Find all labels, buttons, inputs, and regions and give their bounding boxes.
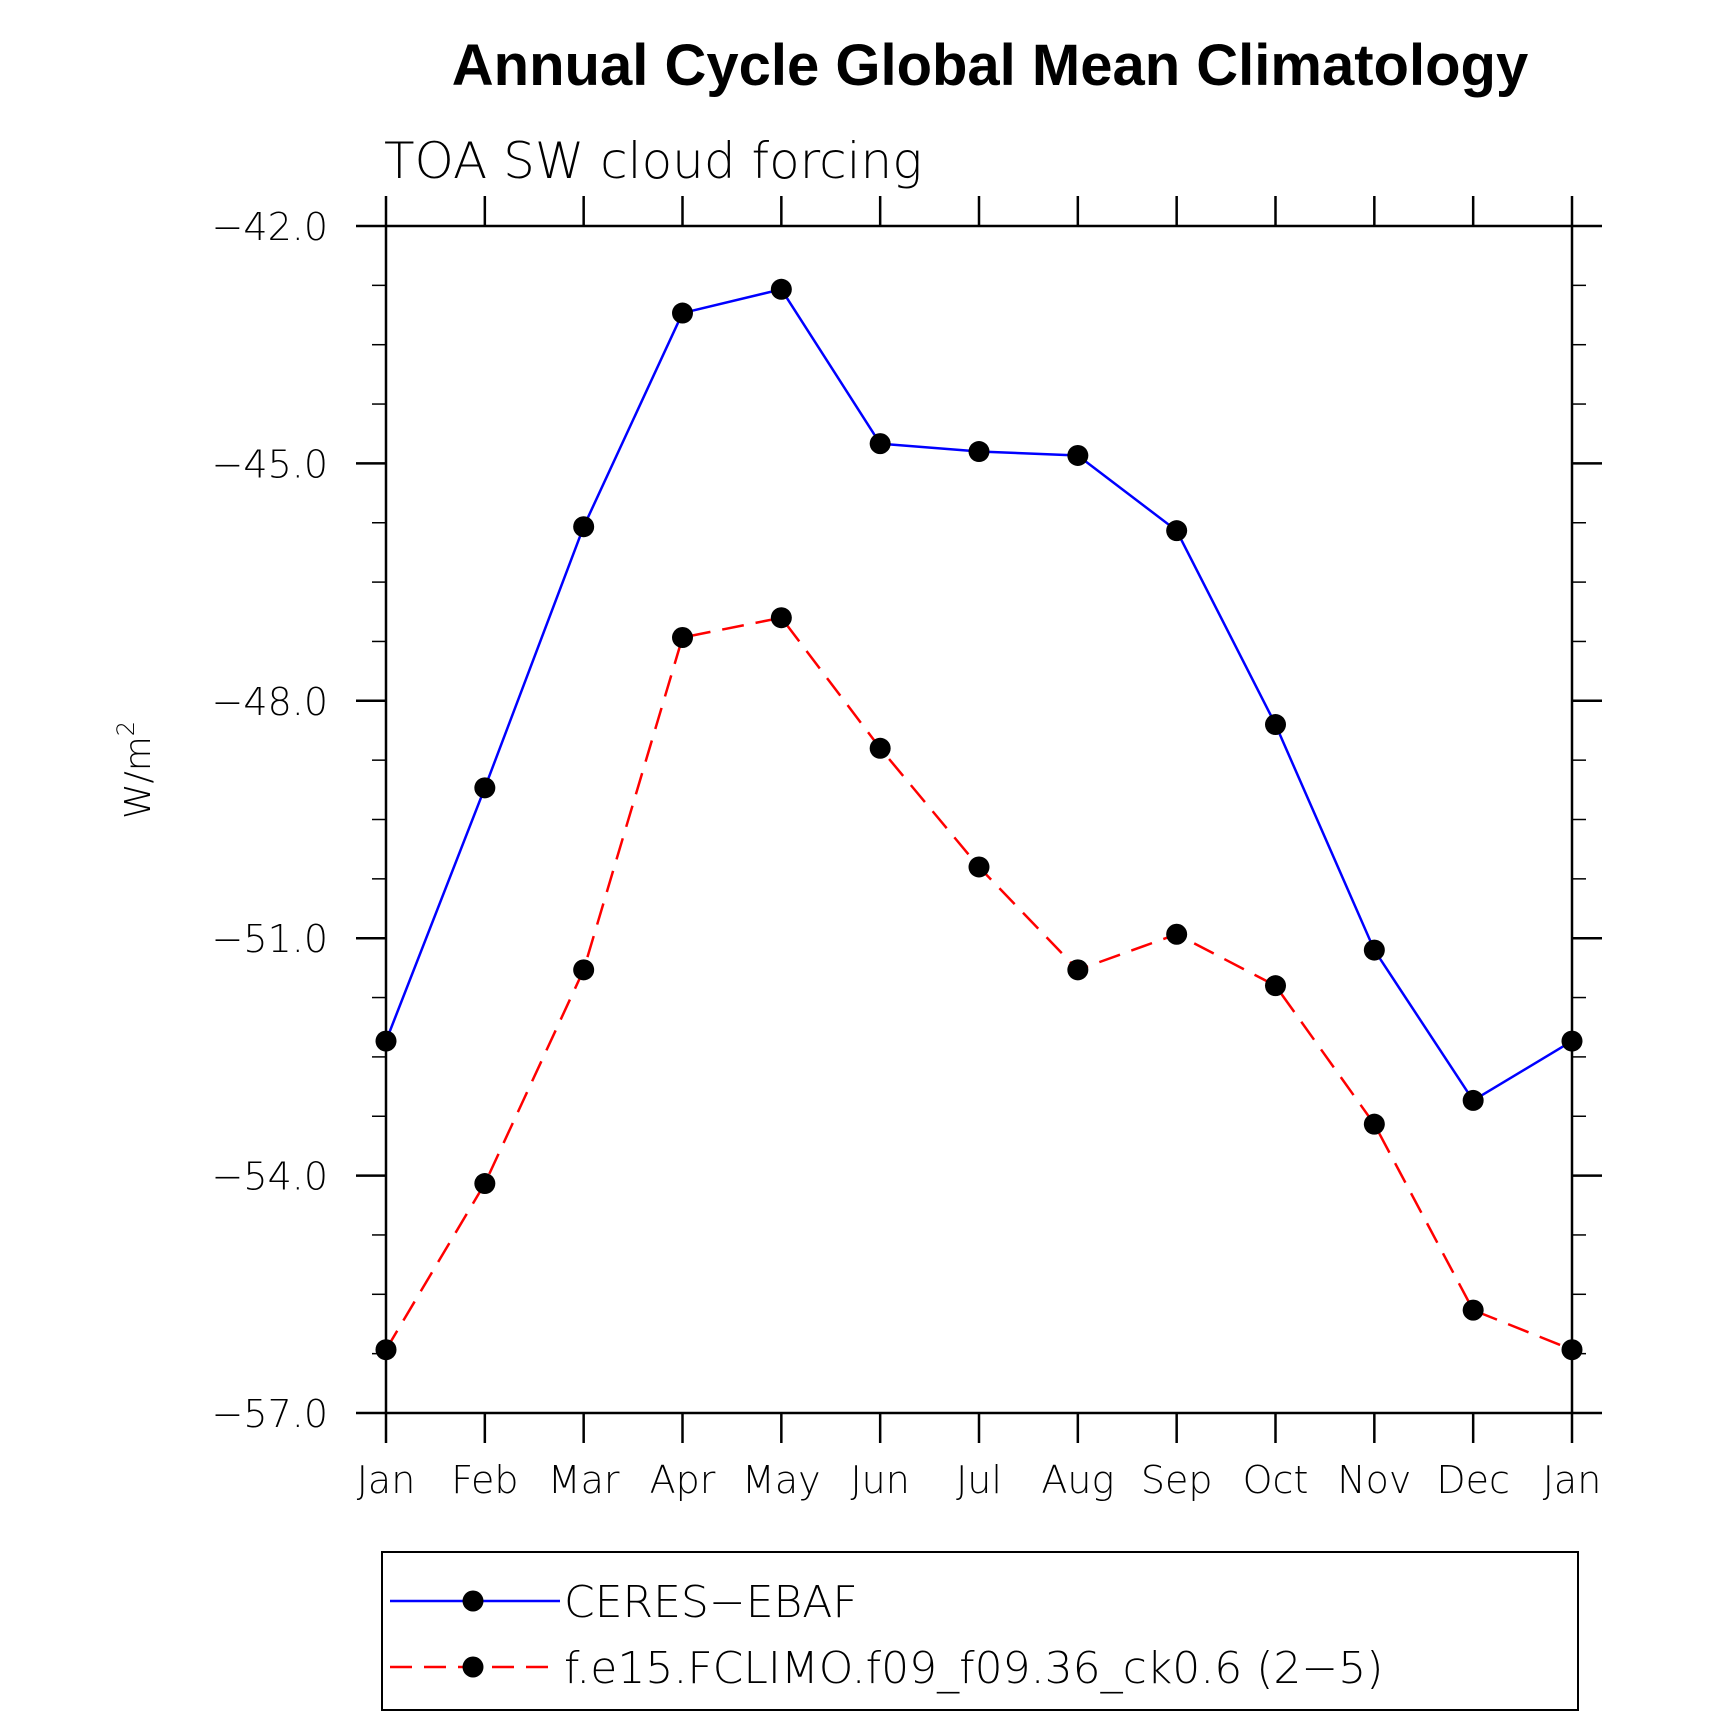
legend-box (381, 1551, 1579, 1711)
x-tick-label: Oct (1243, 1458, 1309, 1502)
data-point (1067, 959, 1089, 981)
data-point (869, 737, 891, 759)
y-axis: −42.0 −45.0 −48.0 −51.0 −54.0 −57.0 (212, 205, 1602, 1436)
data-point (1067, 444, 1089, 466)
series-line-1 (384, 287, 1573, 1103)
x-axis: Jan Feb Mar Apr May Jun Jul Aug Sep Oct Nov Dec Jan (357, 196, 1602, 1502)
legend: CERES−EBAF f.e15.FCLIMO.f09_f09.36_ck0.6 … (381, 1551, 1579, 1711)
data-point (573, 516, 595, 538)
plot-area (384, 224, 1574, 1415)
data-point (1462, 1299, 1484, 1321)
x-tick-label: Feb (451, 1458, 518, 1502)
x-tick-label: Mar (548, 1458, 620, 1502)
data-point (573, 959, 595, 981)
data-point (375, 1339, 397, 1361)
x-tick-label: Nov (1337, 1458, 1411, 1502)
data-point (1561, 1339, 1583, 1361)
legend-marker-2 (462, 1656, 484, 1678)
x-tick-label: May (742, 1458, 821, 1502)
x-tick-label: Apr (650, 1458, 716, 1502)
data-point (1561, 1030, 1583, 1052)
y-axis-label: W/m2 (112, 721, 159, 819)
y-tick-label: −54.0 (212, 1155, 328, 1199)
series-layer (375, 278, 1583, 1361)
data-point (968, 441, 990, 463)
y-tick-label: −48.0 (212, 680, 328, 724)
data-point (1363, 939, 1385, 961)
x-tick-label: Dec (1436, 1458, 1510, 1502)
series-line-2 (384, 616, 1573, 1351)
data-point (375, 1030, 397, 1052)
x-tick-label: Aug (1041, 1458, 1114, 1502)
chart-title: Annual Cycle Global Mean Climatology (452, 33, 1528, 98)
data-point (1462, 1089, 1484, 1111)
data-point (1166, 923, 1188, 945)
x-tick-label: Jun (850, 1458, 909, 1502)
data-point (1363, 1113, 1385, 1135)
data-point (672, 626, 693, 648)
y-axis-label-superscript: 2 (112, 721, 140, 736)
x-tick-label: Jan (357, 1458, 416, 1502)
x-tick-label: Jul (956, 1458, 1002, 1502)
legend-label-2: f.e15.FCLIMO.f09_f09.36_ck0.6 (2−5) (564, 1643, 1383, 1694)
y-tick-label: −45.0 (212, 442, 328, 486)
data-point (770, 607, 792, 629)
legend-label-1: CERES−EBAF (564, 1577, 858, 1628)
plot-frame (384, 224, 1574, 1415)
data-point (1166, 520, 1188, 542)
x-tick-label: Jan (1543, 1458, 1602, 1502)
data-point (869, 433, 891, 455)
y-tick-label: −51.0 (212, 917, 328, 961)
chart-subtitle: TOA SW cloud forcing (384, 132, 922, 190)
data-point (474, 1173, 496, 1195)
data-point (770, 278, 792, 300)
legend-marker-1 (462, 1590, 484, 1612)
y-axis-label-text: W/m (118, 736, 159, 819)
data-point (474, 777, 496, 799)
y-tick-label: −42.0 (212, 205, 328, 249)
data-point (1265, 975, 1286, 997)
svg-text:W/m2: W/m2 (112, 721, 159, 819)
y-tick-label: −57.0 (212, 1392, 328, 1436)
x-tick-label: Sep (1141, 1458, 1213, 1502)
data-point (672, 302, 693, 324)
data-point (968, 856, 990, 878)
data-point (1265, 714, 1286, 736)
